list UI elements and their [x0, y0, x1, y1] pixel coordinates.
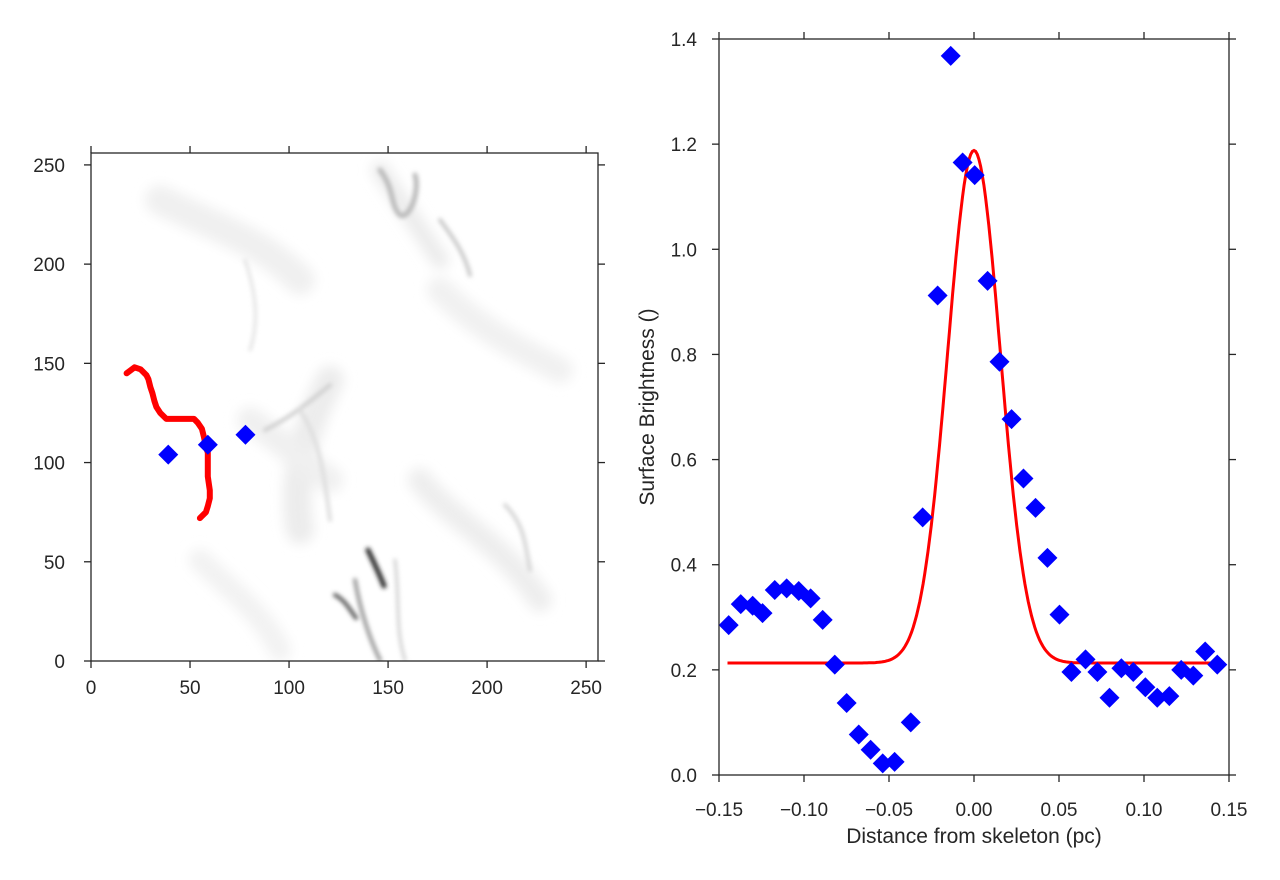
skeleton-path: [123, 364, 213, 522]
profile-point: [860, 739, 881, 760]
left-axes-frame: [90, 152, 599, 662]
y-tick-label: 1.2: [671, 135, 697, 156]
x-tick-label: 0.00: [956, 800, 993, 821]
right-panel: −0.15 −0.10 −0.05 0.00 0.05 0.10 0.15 0.0 0.2 0.4…: [636, 30, 1247, 848]
profile-point: [884, 751, 905, 772]
fit-line: [727, 148, 1221, 665]
plot-background: [719, 39, 1229, 775]
profile-point: [800, 588, 821, 609]
x-tick-label: −0.10: [780, 800, 828, 821]
profile-point: [764, 579, 785, 600]
profile-point: [927, 285, 948, 306]
profile-point: [1075, 649, 1096, 670]
profile-point: [1001, 409, 1022, 430]
x-axis-label: Distance from skeleton (pc): [846, 825, 1102, 848]
profile-point: [1025, 497, 1046, 518]
x-tick-label: −0.15: [695, 800, 743, 821]
y-tick-label: 0.8: [671, 345, 697, 366]
x-tick-label: 100: [273, 678, 305, 699]
profile-point: [900, 712, 921, 733]
x-tick-label: 0.10: [1126, 800, 1163, 821]
profile-point: [812, 609, 833, 630]
profile-point: [848, 724, 869, 745]
y-tick-label: 1.0: [671, 240, 697, 261]
x-tick-label: 200: [471, 678, 503, 699]
x-tick-label: 250: [570, 678, 602, 699]
image-overlay: [123, 364, 256, 522]
profile-point: [1061, 661, 1082, 682]
profile-point: [1195, 641, 1216, 662]
column-density-image: [145, 161, 573, 661]
profile-point: [952, 152, 973, 173]
skeleton-marker: [158, 444, 179, 465]
profile-point: [1183, 665, 1204, 686]
y-tick-label: 0.4: [671, 556, 698, 577]
profile-point: [1099, 687, 1120, 708]
right-axis-ticks: [712, 32, 1236, 782]
left-axis-tick-labels: 0 50 100 150 200 250 0 50 100 150 200 250: [33, 156, 602, 699]
profile-points: [718, 45, 1228, 774]
x-tick-label: 0: [86, 678, 97, 699]
left-panel: 0 50 100 150 200 250 0 50 100 150 200 250: [33, 146, 605, 699]
y-tick-label: 150: [33, 354, 65, 375]
profile-point: [752, 603, 773, 624]
profile-point: [872, 753, 893, 774]
y-tick-label: 0.0: [671, 766, 697, 787]
y-tick-label: 0.6: [671, 451, 697, 472]
y-tick-label: 200: [33, 255, 65, 276]
profile-point: [977, 270, 998, 291]
x-tick-label: 50: [179, 678, 200, 699]
profile-point: [912, 507, 933, 528]
profile-point: [1147, 687, 1168, 708]
profile-point: [964, 165, 985, 186]
profile-point: [1013, 468, 1034, 489]
y-axis-label: Surface Brightness (): [636, 308, 659, 505]
gaussian-fit: [727, 148, 1221, 665]
skeleton-marker: [197, 434, 218, 455]
x-tick-label: 0.05: [1041, 800, 1078, 821]
x-tick-label: 150: [372, 678, 404, 699]
profile-point: [836, 692, 857, 713]
y-tick-label: 0: [54, 652, 65, 673]
profile-point: [824, 654, 845, 675]
profile-point: [1037, 547, 1058, 568]
profile-point: [940, 45, 961, 66]
y-tick-label: 0.2: [671, 661, 697, 682]
y-tick-label: 1.4: [671, 30, 698, 51]
x-tick-label: −0.05: [865, 800, 913, 821]
profile-point: [1135, 677, 1156, 698]
skeleton-marker: [235, 424, 256, 445]
left-axis-ticks: [84, 146, 605, 668]
x-tick-label: 0.15: [1211, 800, 1248, 821]
profile-point: [1049, 604, 1070, 625]
profile-point: [1123, 661, 1144, 682]
profile-point: [989, 351, 1010, 372]
y-tick-label: 50: [44, 553, 65, 574]
profile-point: [730, 594, 751, 615]
right-axis-tick-labels: −0.15 −0.10 −0.05 0.00 0.05 0.10 0.15 0.0 0.2 0.4…: [671, 30, 1248, 821]
y-tick-label: 100: [33, 454, 65, 475]
profile-point: [1207, 654, 1228, 675]
profile-point: [1087, 661, 1108, 682]
y-tick-label: 250: [33, 156, 65, 177]
profile-point: [718, 615, 739, 636]
profile-point: [1159, 686, 1180, 707]
